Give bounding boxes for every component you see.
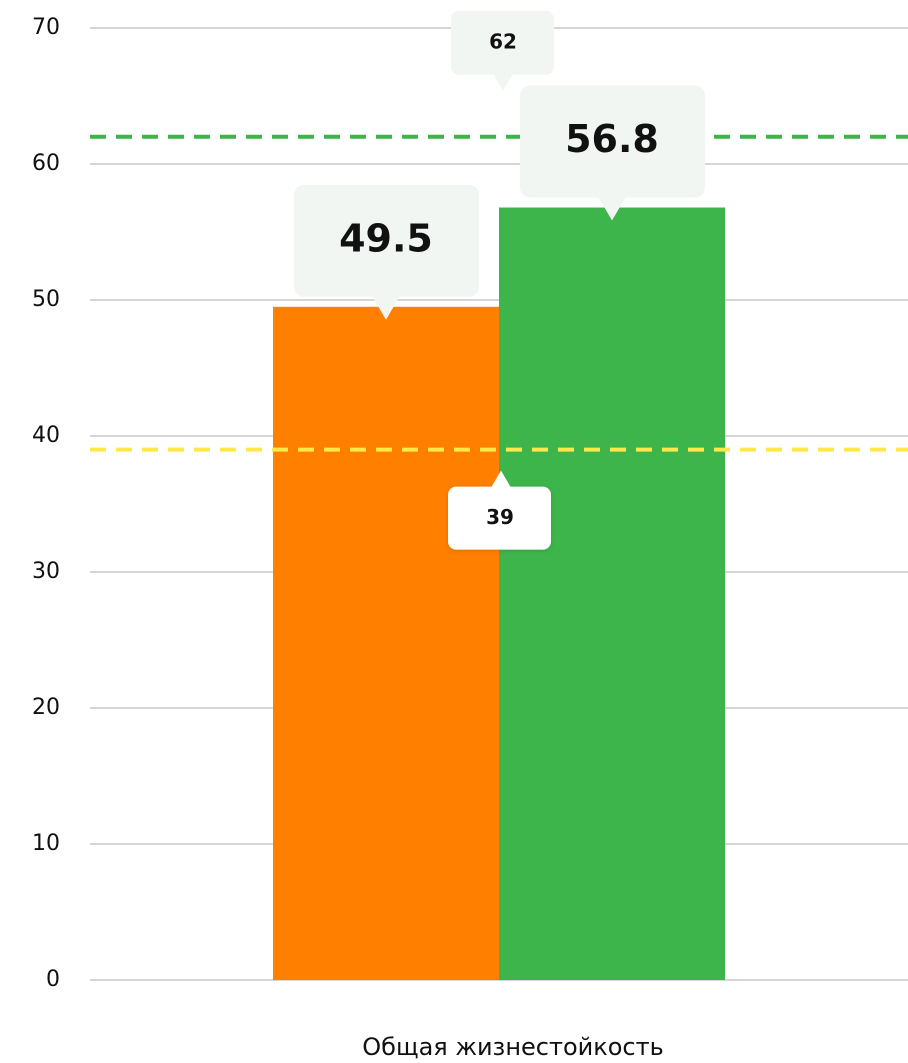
data-label-callout: 49.5 (294, 184, 479, 320)
bar (499, 207, 725, 980)
reference-label: 39 (486, 505, 514, 529)
callout-pointer (493, 73, 513, 91)
y-tick-label: 60 (32, 151, 60, 176)
callout-box (520, 85, 705, 198)
y-tick-label: 0 (46, 967, 60, 992)
reference-label: 62 (489, 29, 517, 53)
data-label: 49.5 (339, 216, 433, 260)
callout-pointer (491, 470, 511, 488)
y-tick-label: 50 (32, 287, 60, 312)
y-tick-label: 20 (32, 695, 60, 720)
y-tick-label: 30 (32, 559, 60, 584)
reference-callout: 39 (448, 470, 551, 550)
x-tick-label: Общая жизнестойкость (362, 1033, 663, 1061)
callout-box (451, 10, 554, 75)
callout-pointer (598, 196, 626, 221)
data-label: 56.8 (565, 117, 659, 161)
callout-pointer (372, 295, 400, 320)
y-tick-label: 40 (32, 423, 60, 448)
y-tick-label: 10 (32, 831, 60, 856)
reference-callout: 62 (451, 10, 554, 91)
data-label-callout: 56.8 (520, 85, 705, 221)
bar (273, 306, 499, 980)
y-tick-label: 70 (32, 15, 60, 40)
callout-box (294, 184, 479, 297)
callout-box (448, 486, 551, 550)
